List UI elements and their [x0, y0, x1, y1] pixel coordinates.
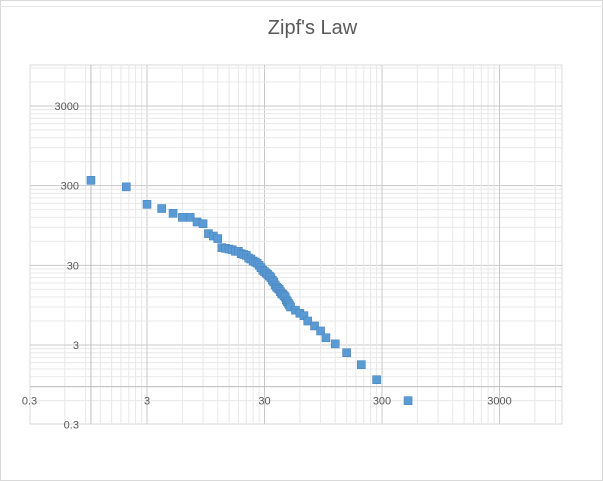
data-point: [185, 213, 195, 222]
x-tick-label: 3: [144, 396, 150, 408]
x-tick-label: 300: [373, 396, 391, 408]
plot-area-border: [29, 64, 563, 425]
data-point: [157, 204, 166, 213]
data-points: [86, 176, 413, 405]
data-point: [357, 360, 366, 369]
axes: [30, 65, 562, 424]
y-tick-label: 3000: [54, 101, 78, 113]
data-point: [168, 208, 178, 218]
data-point: [86, 176, 96, 185]
y-tick-label: 3: [73, 340, 79, 352]
x-tick-label: 3000: [487, 396, 511, 408]
x-tick-label: 30: [258, 396, 270, 408]
chart-title: Zipf's Law: [267, 17, 358, 39]
data-point: [316, 326, 325, 336]
data-point: [342, 348, 351, 358]
data-point: [198, 219, 208, 228]
data-point: [372, 375, 381, 385]
top-border-line: [0, 0, 603, 7]
grid-lines: [29, 64, 563, 425]
tick-labels: 0.3 3 30 300 3000 3000 300 30 3 0.3: [22, 101, 512, 432]
data-point: [142, 200, 152, 209]
data-point: [303, 316, 313, 326]
y-tick-label: 300: [61, 181, 79, 193]
y-tick-label: 0.3: [64, 420, 79, 432]
data-point: [213, 234, 223, 243]
y-tick-label: 30: [67, 260, 79, 272]
data-point: [310, 321, 319, 331]
data-point: [330, 339, 340, 349]
data-point: [178, 213, 187, 222]
data-point: [122, 182, 131, 192]
x-tick-label: 0.3: [22, 396, 37, 408]
data-point: [321, 333, 331, 343]
data-point: [403, 396, 413, 405]
